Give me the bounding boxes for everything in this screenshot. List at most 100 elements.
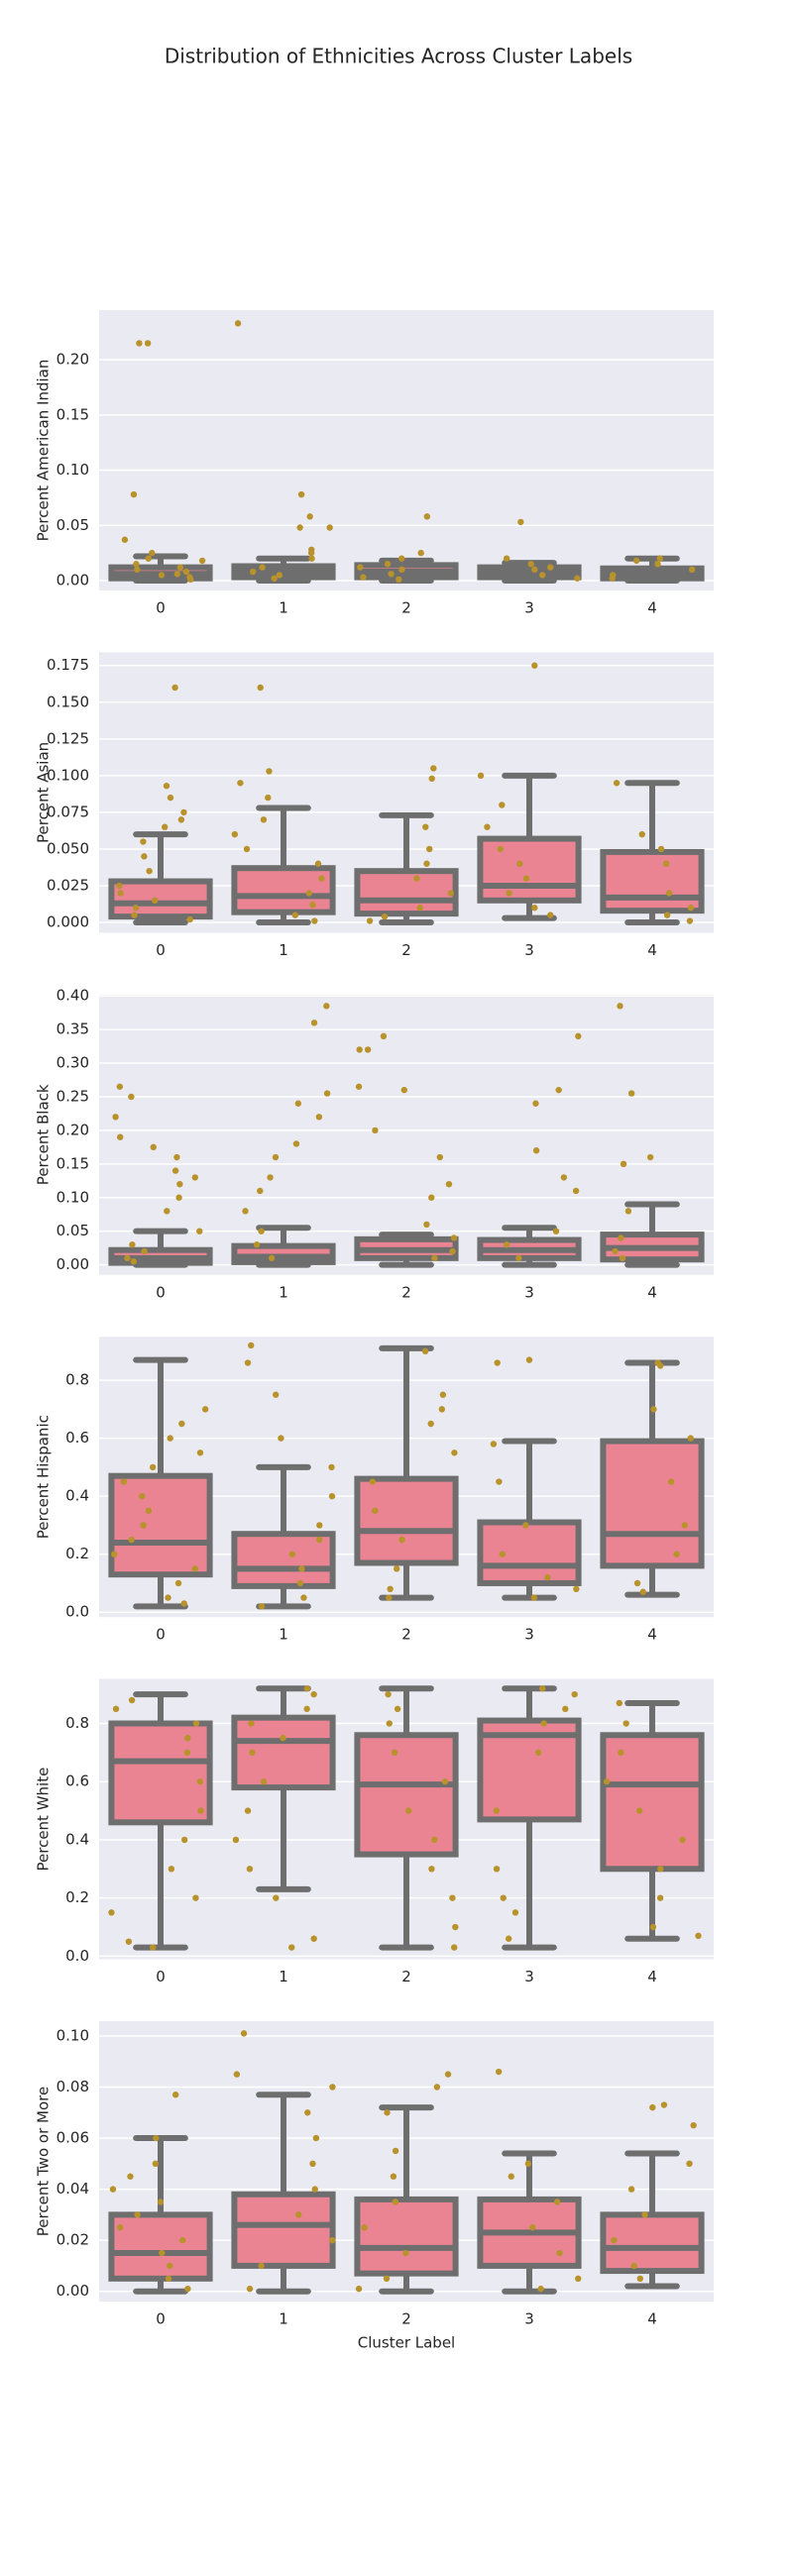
point: [278, 1435, 284, 1442]
point: [158, 572, 166, 579]
point: [571, 1690, 578, 1698]
point: [328, 1492, 336, 1500]
point: [167, 1435, 173, 1442]
point: [525, 1356, 533, 1363]
y-tick-label: 0.125: [47, 729, 89, 747]
point: [244, 1807, 252, 1814]
point: [384, 561, 392, 568]
point: [416, 905, 423, 912]
point: [493, 1866, 501, 1873]
point: [398, 555, 405, 562]
point: [244, 1359, 252, 1366]
point: [404, 1807, 412, 1814]
point: [630, 2262, 637, 2270]
x-tick-label: 3: [524, 941, 534, 959]
point: [141, 1247, 148, 1255]
point: [180, 1600, 187, 1607]
point: [620, 1160, 627, 1168]
point: [198, 557, 206, 565]
point: [441, 1778, 449, 1785]
point: [309, 902, 316, 909]
point: [159, 2249, 166, 2257]
point: [180, 808, 187, 816]
point: [649, 1923, 657, 1931]
point: [315, 1114, 323, 1121]
point: [560, 1174, 568, 1181]
point: [184, 2285, 191, 2293]
point: [265, 794, 272, 802]
point: [355, 2285, 363, 2293]
point: [639, 1588, 646, 1595]
box: [108, 2211, 213, 2282]
point: [540, 1720, 547, 1727]
point: [428, 775, 435, 783]
x-tick-label: 3: [524, 599, 534, 617]
point: [243, 845, 251, 853]
point: [127, 2173, 134, 2180]
point: [372, 1127, 379, 1134]
point: [249, 568, 257, 576]
y-tick-label: 0.175: [47, 656, 89, 674]
point: [386, 1594, 393, 1601]
point: [686, 917, 694, 924]
point: [366, 917, 374, 924]
point: [303, 1705, 310, 1713]
point: [260, 816, 268, 823]
point: [355, 1083, 363, 1090]
point: [196, 1449, 204, 1456]
y-axis-label: Percent Hispanic: [35, 1415, 53, 1539]
point: [657, 1362, 664, 1369]
point: [494, 1359, 501, 1366]
point: [508, 2173, 514, 2180]
point: [452, 1923, 459, 1931]
point: [497, 845, 504, 853]
point: [273, 1391, 280, 1398]
point: [484, 823, 491, 830]
point: [326, 524, 333, 531]
y-tick-label: 0.2: [65, 1545, 89, 1562]
y-axis-label: Percent Two or More: [35, 2087, 53, 2236]
point: [383, 2275, 391, 2283]
point: [173, 1153, 180, 1161]
x-tick-label: 4: [647, 1283, 657, 1301]
point: [296, 524, 303, 531]
point: [573, 1585, 580, 1593]
y-tick-label: 0.100: [47, 766, 89, 784]
point: [197, 1807, 204, 1814]
point: [310, 1690, 317, 1698]
point: [129, 1241, 136, 1248]
point: [503, 1241, 510, 1248]
point: [612, 1247, 619, 1255]
point: [249, 1749, 256, 1757]
point: [524, 2160, 532, 2168]
point: [477, 772, 485, 780]
x-tick-label: 0: [156, 941, 166, 959]
y-tick-label: 0.25: [57, 1087, 89, 1105]
point: [144, 340, 152, 347]
point: [436, 1153, 443, 1161]
point: [128, 1093, 135, 1101]
point: [641, 2211, 648, 2218]
point: [192, 1894, 199, 1901]
x-tick-label: 0: [156, 2310, 166, 2328]
point: [298, 1565, 305, 1572]
point: [307, 549, 315, 557]
point: [248, 1720, 255, 1727]
panel: 0.0 0.2 0.4 0.6 0.8 Percent Hispanic 0 1 2 3 4: [35, 1337, 714, 1644]
x-tick-label: 2: [401, 599, 411, 617]
point: [300, 1594, 307, 1601]
point: [627, 2186, 635, 2193]
point: [522, 1522, 529, 1529]
point: [430, 765, 437, 772]
box: [231, 2191, 336, 2269]
point: [266, 768, 273, 775]
point: [151, 897, 159, 905]
point: [237, 780, 244, 787]
point: [438, 1406, 446, 1413]
panel: 0.00 0.02 0.04 0.06 0.08 0.10 Percent Two or M…: [35, 2021, 714, 2352]
point: [242, 1208, 249, 1215]
point: [187, 576, 194, 584]
x-tick-label: 1: [279, 1968, 288, 1986]
point: [673, 1551, 680, 1557]
